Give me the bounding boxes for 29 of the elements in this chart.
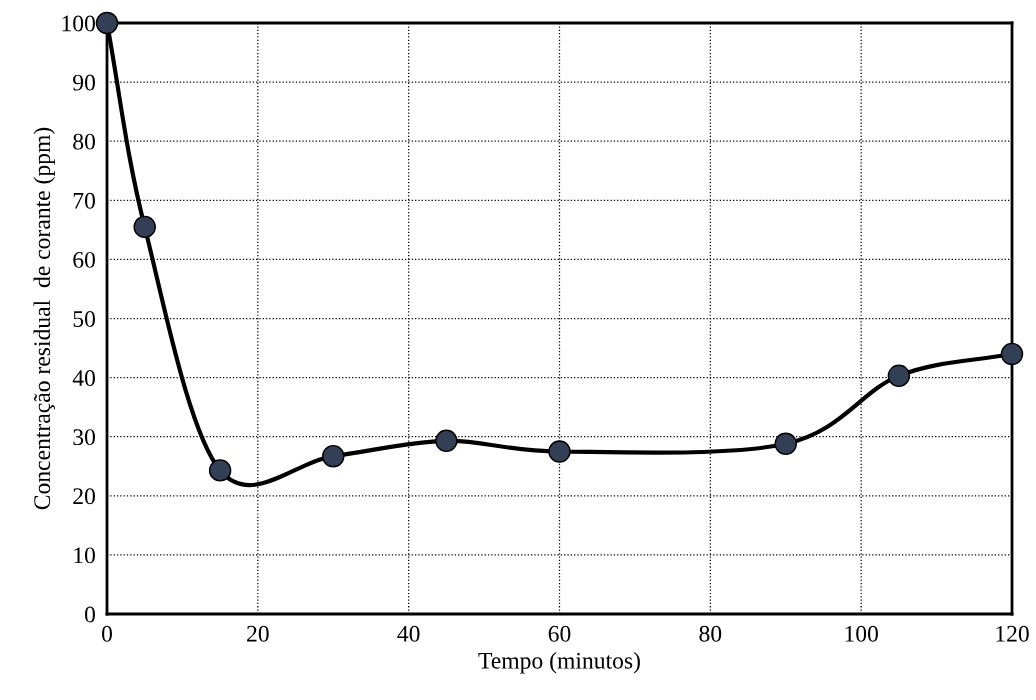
point [1000,342,1024,366]
x-tick-label: 40 [397,625,420,642]
y-tick-label: 30 [73,429,95,446]
point [322,444,345,468]
y-tick-label: 40 [72,370,95,387]
y-tick-label: 0 [84,606,95,623]
y-tick-label: 90 [73,74,95,91]
point [435,429,458,453]
x-tick-label: 120 [996,625,1029,642]
y-tick-label: 50 [73,310,95,327]
point [208,459,232,482]
x-tick-label: 60 [548,625,571,642]
y-axis-title: Concentração residual de corante (ppm) [33,127,55,510]
y-tick-label: 70 [73,192,95,209]
x-axis-title: Tempo (minutos) [478,652,640,674]
y-tick-label: 80 [73,133,95,150]
point [548,440,571,463]
x-tick-label: 0 [102,625,112,642]
point [774,432,797,456]
y-tick-label: 20 [73,488,95,505]
point [133,215,156,239]
x-tick-label: 80 [699,625,722,642]
point [887,364,911,388]
y-tick-label: 60 [73,251,95,268]
point [95,11,119,35]
y-tick-label: 100 [62,15,95,32]
y-tick-label: 10 [74,547,95,564]
x-tick-label: 20 [247,625,269,642]
x-tick-label: 100 [845,625,878,642]
